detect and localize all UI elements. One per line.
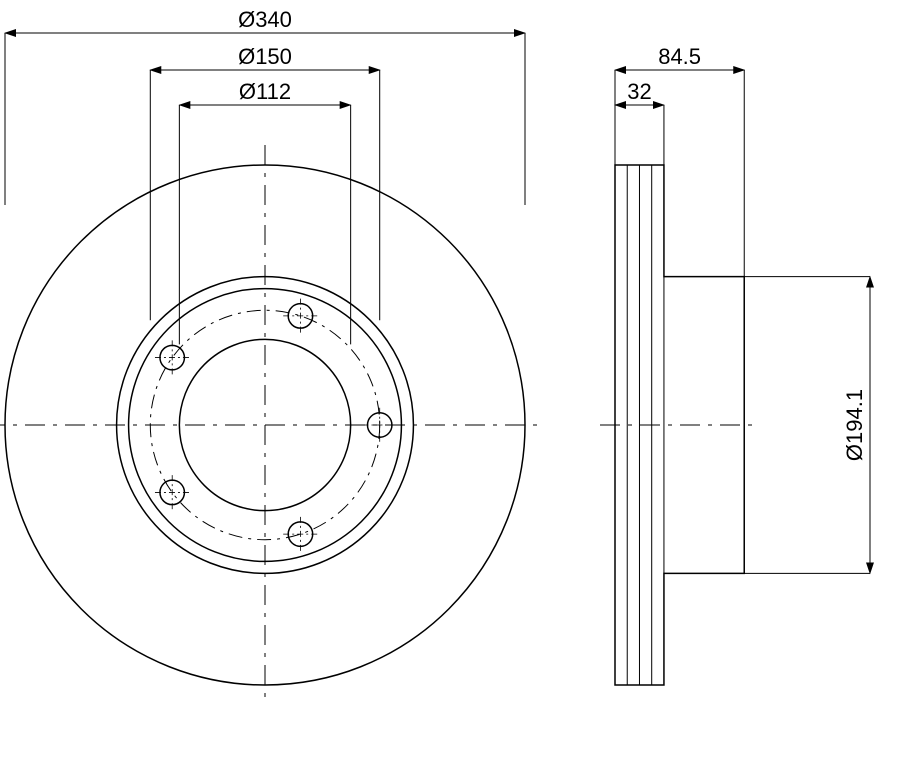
svg-text:32: 32 [627,79,651,104]
dimensions-group: Ø340 Ø150 Ø112 84.5 32 Ø194.1 [5,7,870,573]
svg-text:Ø150: Ø150 [238,44,292,69]
svg-text:84.5: 84.5 [658,44,701,69]
svg-text:Ø194.1: Ø194.1 [842,389,867,461]
svg-text:Ø340: Ø340 [238,7,292,32]
technical-drawing: Ø340 Ø150 Ø112 84.5 32 Ø194.1 [0,0,900,758]
svg-text:Ø112: Ø112 [239,79,291,104]
